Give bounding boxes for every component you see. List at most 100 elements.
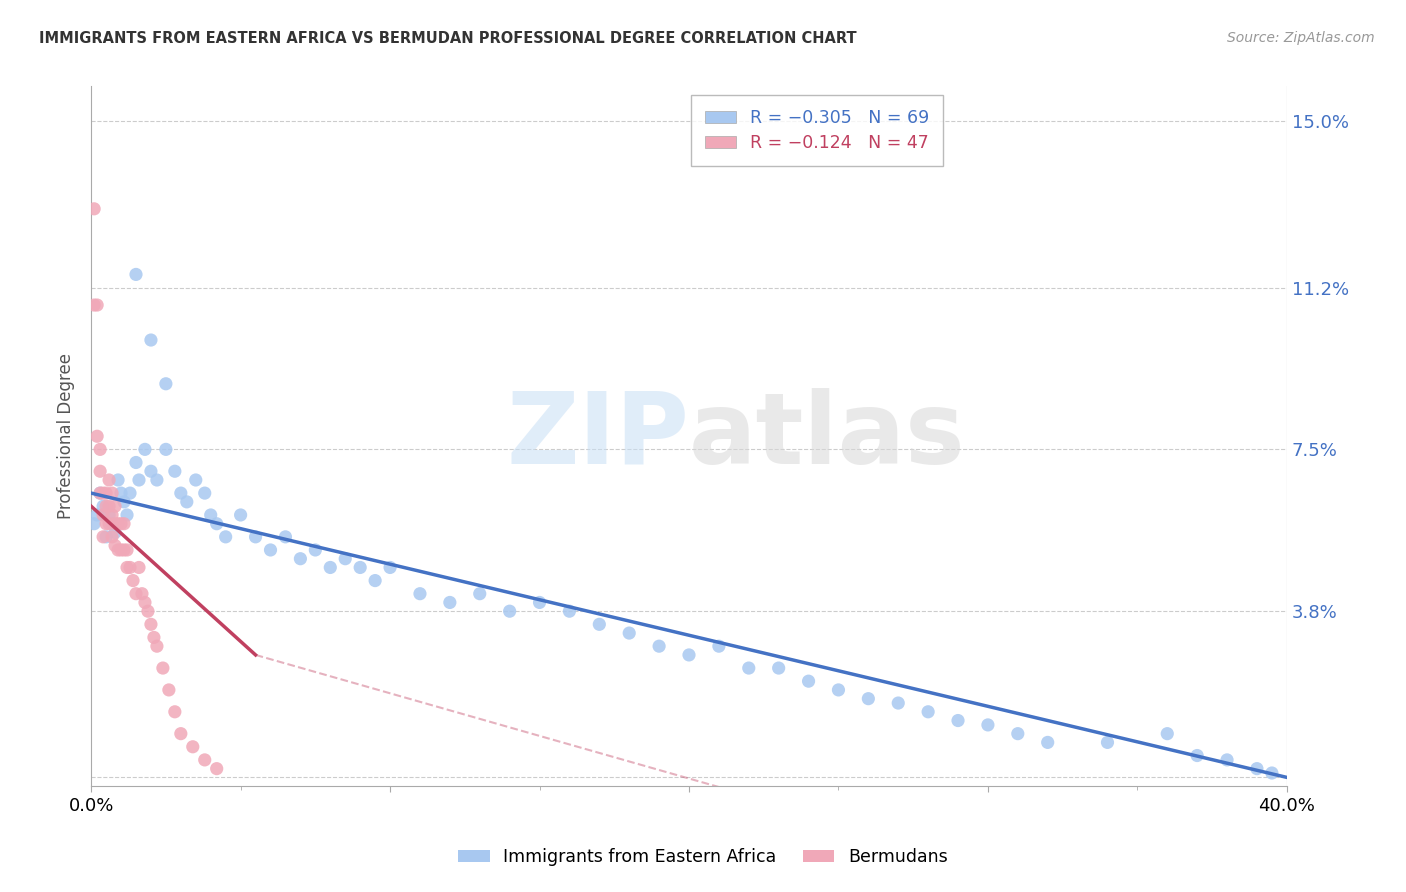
Point [91, 530, 114, 544]
Point [104, 500, 127, 514]
Text: atlas: atlas [689, 388, 966, 484]
Point [128, 560, 150, 574]
Point [139, 617, 162, 632]
Point [200, 508, 222, 522]
Point [86, 429, 108, 443]
Point [176, 495, 198, 509]
Point [1097, 735, 1119, 749]
Point [91, 486, 114, 500]
Point [86, 508, 108, 522]
Point [94, 486, 117, 500]
Point [194, 486, 217, 500]
Point [122, 574, 145, 588]
Point [1007, 726, 1029, 740]
Point [107, 543, 129, 558]
Point [1036, 735, 1059, 749]
Point [194, 753, 217, 767]
Y-axis label: Professional Degree: Professional Degree [58, 353, 75, 519]
Point [946, 714, 969, 728]
Point [157, 682, 180, 697]
Point [977, 718, 1000, 732]
Point [163, 464, 186, 478]
Legend: Immigrants from Eastern Africa, Bermudans: Immigrants from Eastern Africa, Bermudan… [451, 841, 955, 872]
Point [181, 739, 204, 754]
Point [125, 268, 148, 282]
Point [136, 604, 159, 618]
Point [858, 691, 880, 706]
Point [89, 486, 111, 500]
Point [89, 486, 111, 500]
Point [678, 648, 700, 662]
Point [1216, 753, 1239, 767]
Point [91, 508, 114, 522]
Point [290, 551, 312, 566]
Point [827, 682, 849, 697]
Point [134, 595, 156, 609]
Point [104, 525, 127, 540]
Point [104, 516, 127, 531]
Point [917, 705, 939, 719]
Point [229, 508, 252, 522]
Point [139, 464, 162, 478]
Point [142, 631, 165, 645]
Point [94, 530, 117, 544]
Legend: R = −0.305   N = 69, R = −0.124   N = 47: R = −0.305 N = 69, R = −0.124 N = 47 [692, 95, 943, 166]
Point [439, 595, 461, 609]
Point [83, 202, 105, 216]
Point [115, 543, 138, 558]
Point [98, 508, 121, 522]
Point [107, 473, 129, 487]
Point [304, 543, 326, 558]
Point [152, 661, 174, 675]
Point [707, 639, 730, 653]
Text: ZIP: ZIP [506, 388, 689, 484]
Point [128, 473, 150, 487]
Point [738, 661, 761, 675]
Point [115, 560, 138, 574]
Point [468, 587, 491, 601]
Point [1185, 748, 1208, 763]
Point [205, 762, 228, 776]
Point [364, 574, 387, 588]
Point [112, 495, 135, 509]
Point [409, 587, 432, 601]
Point [274, 530, 297, 544]
Point [619, 626, 641, 640]
Point [1246, 762, 1268, 776]
Point [184, 473, 207, 487]
Point [349, 560, 371, 574]
Point [205, 516, 228, 531]
Point [112, 543, 135, 558]
Point [91, 500, 114, 514]
Point [98, 516, 121, 531]
Point [887, 696, 910, 710]
Text: Source: ZipAtlas.com: Source: ZipAtlas.com [1227, 31, 1375, 45]
Point [648, 639, 671, 653]
Point [1156, 726, 1178, 740]
Point [89, 464, 111, 478]
Point [101, 508, 124, 522]
Point [118, 560, 141, 574]
Point [498, 604, 520, 618]
Point [125, 455, 148, 469]
Point [101, 516, 124, 531]
Point [155, 442, 177, 457]
Point [529, 595, 551, 609]
Point [112, 516, 135, 531]
Point [89, 442, 111, 457]
Point [588, 617, 610, 632]
Point [94, 500, 117, 514]
Point [170, 726, 193, 740]
Point [94, 516, 117, 531]
Point [98, 500, 121, 514]
Point [146, 473, 169, 487]
Point [245, 530, 267, 544]
Point [110, 486, 132, 500]
Point [319, 560, 342, 574]
Point [163, 705, 186, 719]
Point [118, 486, 141, 500]
Point [86, 298, 108, 312]
Point [215, 530, 238, 544]
Point [125, 587, 148, 601]
Point [101, 530, 124, 544]
